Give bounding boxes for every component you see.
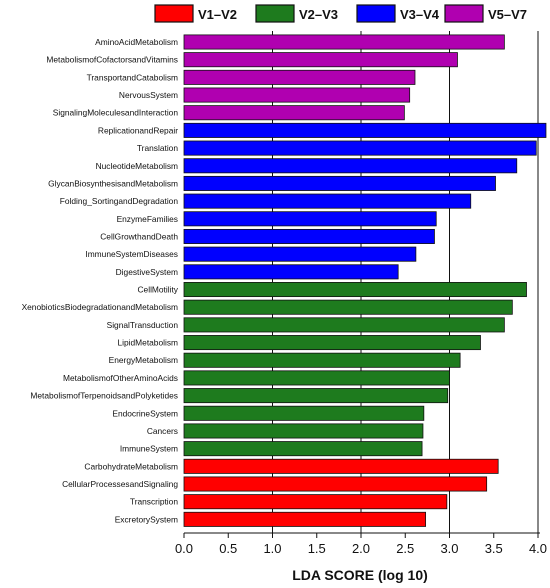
category-label: ReplicationandRepair bbox=[98, 125, 178, 135]
x-tick-label: 3.5 bbox=[485, 541, 503, 556]
category-label: NucleotideMetabolism bbox=[96, 161, 178, 171]
bar bbox=[183, 264, 399, 280]
bar bbox=[183, 282, 527, 298]
category-label: Transcription bbox=[130, 497, 178, 507]
category-label: GlycanBiosynthesisandMetabolism bbox=[48, 178, 178, 188]
category-label: NervousSystem bbox=[119, 90, 178, 100]
category-label: CellGrowthandDeath bbox=[100, 231, 178, 241]
category-label: CellularProcessesandSignaling bbox=[62, 479, 178, 489]
bar bbox=[183, 299, 513, 315]
category-label: MetabolismofTerpenoidsandPolyketides bbox=[30, 391, 178, 401]
category-label: XenobioticsBiodegradationandMetabolism bbox=[22, 302, 178, 312]
bar bbox=[183, 441, 423, 457]
bar bbox=[183, 175, 496, 191]
bar bbox=[183, 476, 488, 492]
x-axis-title: LDA SCORE (log 10) bbox=[292, 567, 428, 583]
legend-swatch bbox=[255, 4, 295, 23]
legend-swatch bbox=[154, 4, 194, 23]
x-tick-label: 1.0 bbox=[263, 541, 281, 556]
category-labels: AminoAcidMetabolism MetabolismofCofactors… bbox=[22, 37, 179, 524]
legend-swatch bbox=[444, 4, 484, 23]
category-label: Folding_SortingandDegradation bbox=[60, 196, 179, 206]
legend-swatch bbox=[356, 4, 396, 23]
category-label: TransportandCatabolism bbox=[87, 72, 178, 82]
bar bbox=[183, 105, 405, 121]
x-tick-label: 0.5 bbox=[219, 541, 237, 556]
x-axis: 0.0 0.5 1.0 1.5 2.0 2.5 3.0 3.5 4.0 bbox=[175, 532, 547, 556]
x-tick-label: 3.0 bbox=[440, 541, 458, 556]
bar bbox=[183, 370, 450, 386]
bar bbox=[183, 246, 417, 262]
bar bbox=[183, 34, 505, 50]
legend-label: V2–V3 bbox=[299, 7, 338, 22]
bar bbox=[183, 423, 424, 439]
bar bbox=[183, 87, 411, 103]
category-label: AminoAcidMetabolism bbox=[95, 37, 178, 47]
x-tick-label: 1.5 bbox=[308, 541, 326, 556]
bar bbox=[183, 122, 547, 138]
category-label: EnzymeFamilies bbox=[117, 214, 178, 224]
bar bbox=[183, 511, 427, 527]
bars bbox=[183, 34, 547, 527]
legend-label: V3–V4 bbox=[400, 7, 440, 22]
category-label: MetabolismofCofactorsandVitamins bbox=[46, 55, 178, 65]
legend: V1–V2 V2–V3 V3–V4 V5–V7 bbox=[154, 4, 527, 23]
category-label: LipidMetabolism bbox=[117, 338, 178, 348]
category-label: ExcretorySystem bbox=[115, 514, 178, 524]
bar bbox=[183, 69, 416, 85]
bar bbox=[183, 140, 537, 156]
x-tick-label: 0.0 bbox=[175, 541, 193, 556]
x-tick-label: 4.0 bbox=[529, 541, 547, 556]
category-label: EndocrineSystem bbox=[112, 408, 178, 418]
category-label: SignalingMoleculesandInteraction bbox=[53, 108, 179, 118]
bar bbox=[183, 193, 472, 209]
category-label: CarbohydrateMetabolism bbox=[84, 461, 178, 471]
category-label: ImmuneSystemDiseases bbox=[85, 249, 178, 259]
legend-label: V1–V2 bbox=[198, 7, 237, 22]
x-tick-label: 2.0 bbox=[352, 541, 370, 556]
bar bbox=[183, 211, 437, 227]
x-tick-label: 2.5 bbox=[396, 541, 414, 556]
category-label: EnergyMetabolism bbox=[109, 355, 178, 365]
bar bbox=[183, 335, 481, 351]
category-label: SignalTransduction bbox=[107, 320, 179, 330]
bar bbox=[183, 158, 518, 174]
bar bbox=[183, 388, 449, 404]
bar bbox=[183, 352, 461, 368]
bar bbox=[183, 405, 425, 421]
bar bbox=[183, 458, 499, 474]
bar bbox=[183, 52, 458, 68]
category-label: DigestiveSystem bbox=[116, 267, 178, 277]
legend-label: V5–V7 bbox=[488, 7, 527, 22]
category-label: Translation bbox=[137, 143, 178, 153]
bar bbox=[183, 228, 435, 244]
category-label: Cancers bbox=[147, 426, 178, 436]
bar bbox=[183, 317, 505, 333]
bar bbox=[183, 494, 448, 510]
category-label: ImmuneSystem bbox=[120, 444, 178, 454]
category-label: MetabolismofOtherAminoAcids bbox=[63, 373, 178, 383]
category-label: CellMotility bbox=[138, 285, 179, 295]
